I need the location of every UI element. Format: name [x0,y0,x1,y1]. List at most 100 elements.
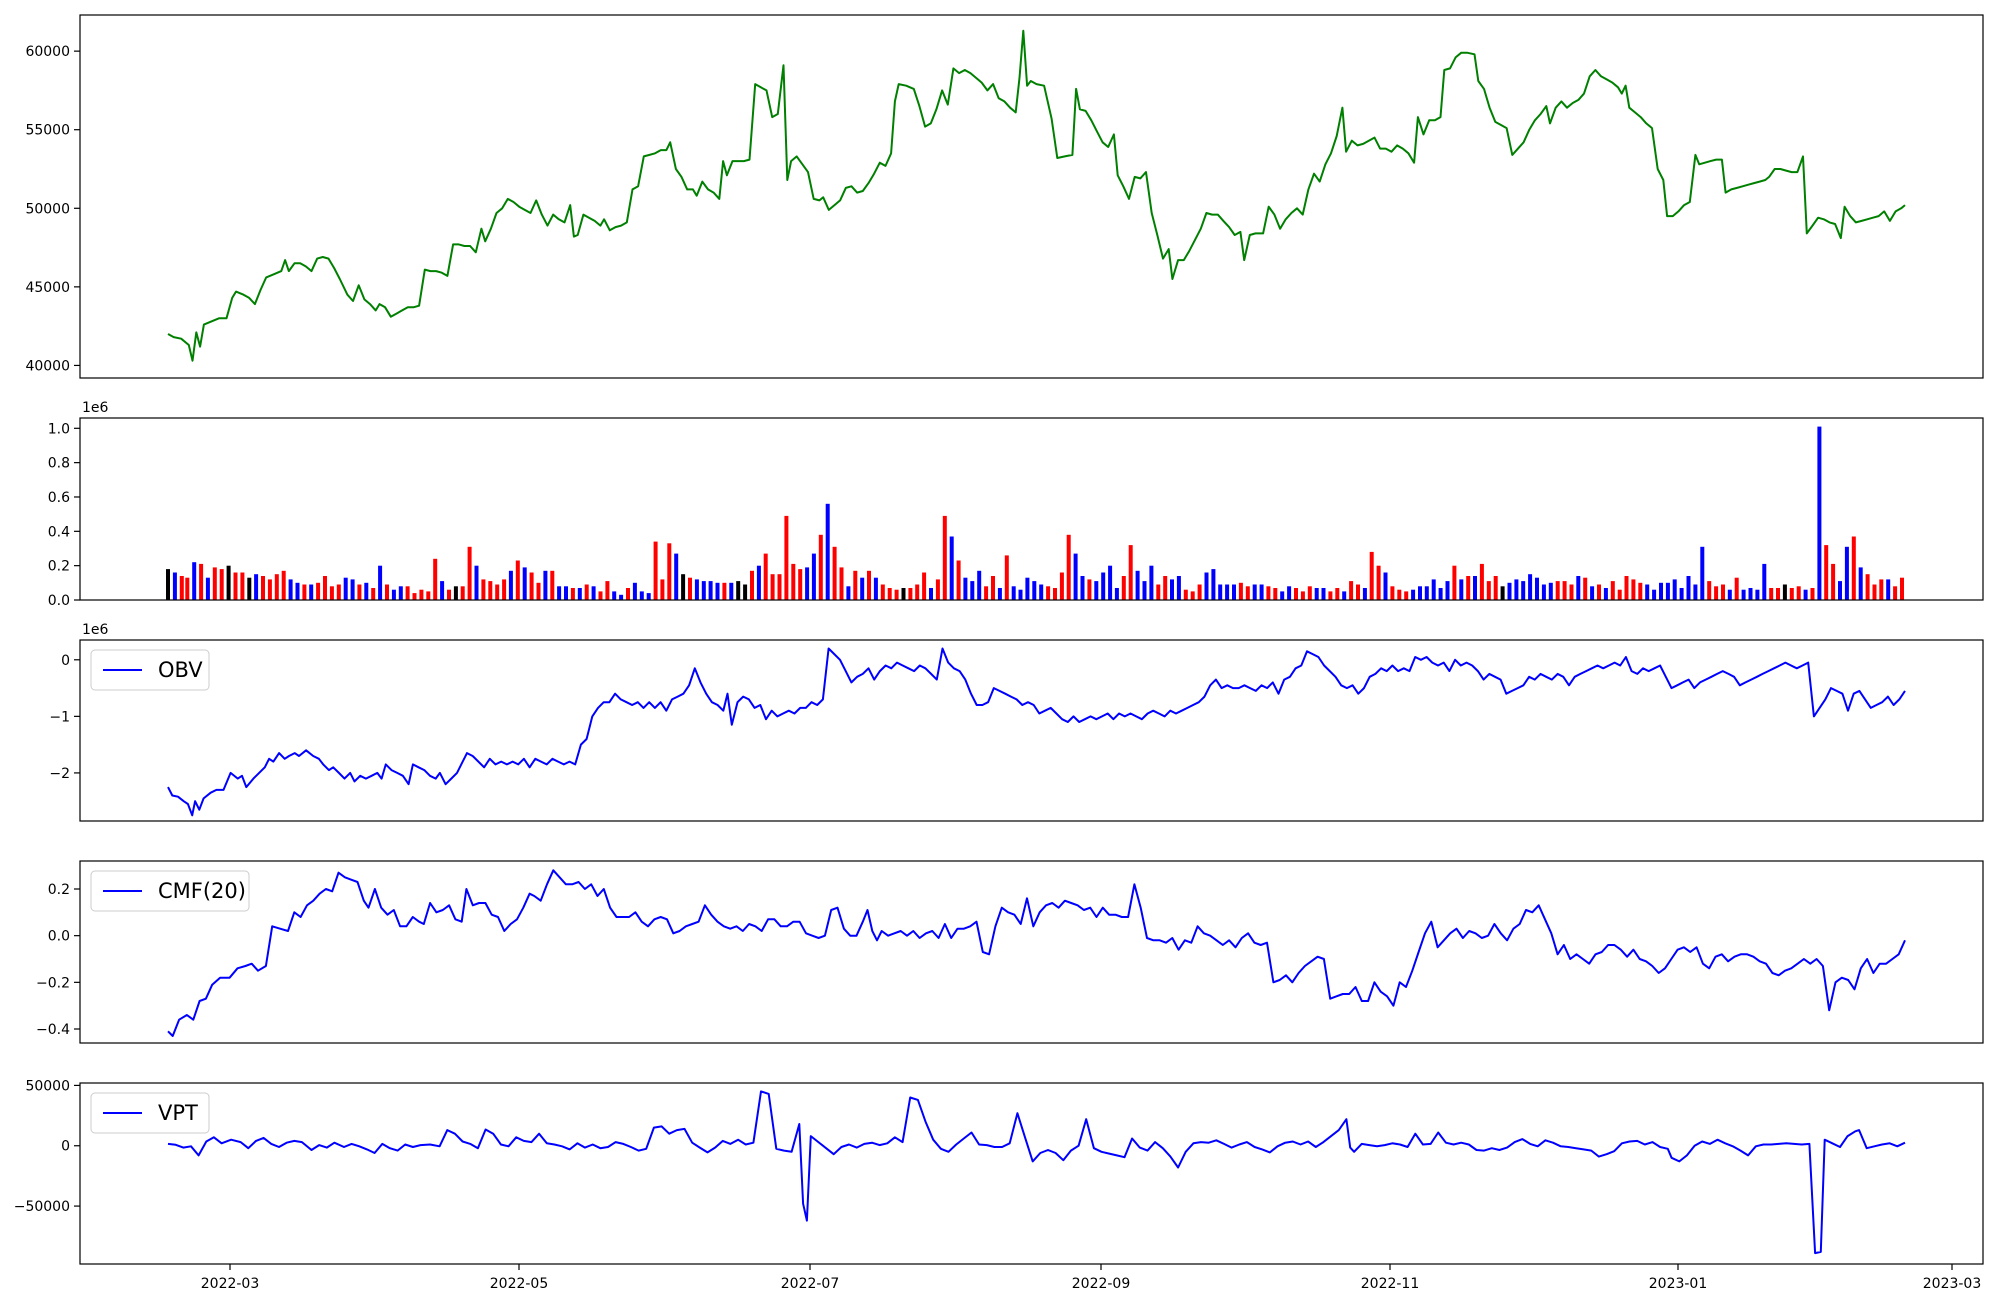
volume-bar [839,567,844,600]
volume-bar [1817,426,1822,600]
volume-bar [1624,576,1629,600]
volume-bar [1672,579,1677,600]
volume-bar [1280,591,1285,600]
cmf-ytick-label: 0.0 [48,929,70,945]
volume-bar [1018,589,1023,600]
volume-bar [1583,577,1588,600]
volume-bar [1059,572,1064,600]
volume-bar [1300,591,1305,600]
volume-bar [1053,588,1057,600]
volume-bar [467,546,472,600]
volume-bar [1741,589,1746,600]
volume-ytick-label: 0.2 [48,559,70,575]
volume-bar [977,570,982,600]
volume-bar [1114,588,1119,600]
volume-bar [1204,572,1209,600]
volume-bar [1307,586,1312,600]
volume-bar [1879,579,1884,600]
volume-bar [880,584,885,600]
volume-bar [1404,591,1409,600]
volume-bar [1390,586,1395,600]
volume-bar [722,582,727,600]
volume-bar [1693,584,1698,600]
volume-bar [350,579,355,600]
volume-bar [1652,589,1657,600]
volume-bar [591,586,596,600]
volume-bar [646,593,651,600]
obv-series-line [167,647,1906,817]
volume-bar [309,584,314,600]
volume-bar [1638,582,1643,600]
volume-bar [502,579,507,600]
volume-bar [1328,591,1333,600]
cmf-frame [79,860,1984,1044]
volume-bar [1782,584,1787,600]
volume-bar [1507,582,1512,600]
volume-bar [226,565,231,600]
volume-bar [412,593,417,600]
cmf-legend: CMF(20) [90,870,250,912]
volume-bar [1796,586,1801,600]
volume-ytick-label: 0.4 [48,524,70,540]
volume-bar [1528,574,1533,600]
vpt-frame [79,1082,1984,1265]
volume-bar [357,584,362,600]
volume-bar [1603,588,1608,600]
volume-bar [1356,584,1360,600]
xtick-label: 2022-07 [781,1276,840,1292]
volume-bar [302,584,307,600]
volume-bar [1431,579,1436,600]
volume-bar [364,582,369,600]
volume-bar [1721,584,1725,600]
volume-bar [1128,545,1133,600]
volume-bar [991,576,995,600]
volume-bar [632,582,637,600]
volume-bar [1727,589,1732,600]
volume-bar [1176,576,1181,600]
volume-bar [212,567,217,600]
volume-bar [832,546,837,600]
volume-bar [1218,584,1223,600]
volume-bar [1266,586,1271,600]
volume-bar [1459,579,1464,600]
volume-bar [743,584,748,600]
volume-bar [1424,586,1429,600]
volume-bar [1769,588,1774,600]
volume-bar [1101,572,1106,600]
xtick-label: 2023-01 [1649,1276,1708,1292]
volume-bar [185,577,190,600]
volume-bar [1252,584,1257,600]
volume-bar [770,574,775,600]
volume-bar [529,572,534,600]
volume-bar [1521,581,1526,600]
volume-bar [1066,534,1071,600]
cmf-legend-label: CMF(20) [158,879,246,903]
volume-ytick-label: 0.0 [48,593,70,609]
volume-bar [1479,563,1484,600]
volume-bar [1714,586,1719,600]
volume-bar [1555,581,1560,600]
volume-bar [1108,565,1113,600]
volume-bar [805,567,810,600]
xtick-label: 2022-05 [490,1276,549,1292]
volume-bar [481,579,486,600]
volume-bar [1287,586,1292,600]
volume-bar [1259,584,1264,600]
volume-bar [756,565,761,600]
volume-bar [750,570,754,600]
volume-bar [329,586,334,600]
obv-ytick-label: 0 [61,653,70,669]
volume-bar [922,572,927,600]
volume-bar [1080,576,1085,600]
volume-bar [233,572,238,600]
volume-bar [1445,581,1450,600]
volume-bar [605,581,610,600]
volume-bar [419,589,424,600]
volume-bar [853,570,858,600]
volume-ytick-label: 0.6 [48,490,70,506]
volume-bar [639,591,644,600]
volume-bar [1232,584,1236,600]
volume-bar [385,584,389,600]
volume-bar [398,586,403,600]
volume-bar [1025,577,1030,600]
